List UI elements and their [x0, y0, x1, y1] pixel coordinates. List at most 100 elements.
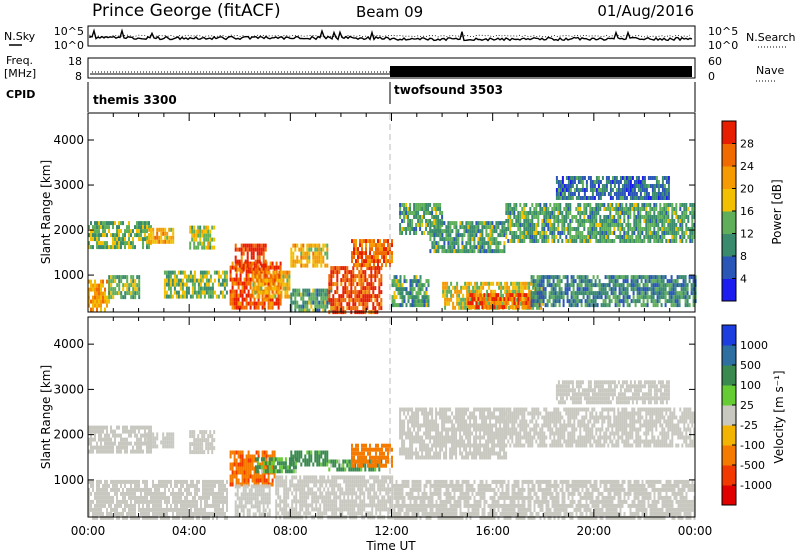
power-echo-cell: [480, 289, 483, 294]
power-echo-cell: [445, 233, 448, 238]
power-echo-cell: [567, 215, 570, 219]
power-echo-cell: [664, 287, 667, 292]
power-echo-cell: [689, 211, 692, 215]
power-echo-cell: [607, 235, 610, 239]
power-echo-cell: [352, 298, 355, 303]
power-echo-cell: [684, 291, 687, 296]
velocity-echo-cell: [247, 454, 250, 459]
power-echo-cell: [529, 297, 532, 302]
power-echo-cell: [653, 219, 656, 223]
power-echo-cell: [229, 273, 232, 278]
velocity-echo-cell: [196, 483, 198, 488]
power-echo-cell: [142, 221, 144, 226]
power-echo-cell: [156, 239, 159, 244]
power-echo-cell: [419, 299, 422, 304]
power-echo-cell: [316, 296, 319, 301]
power-echo-cell: [497, 301, 500, 306]
power-echo-cell: [185, 286, 188, 291]
power-echo-cell: [302, 300, 305, 305]
power-echo-cell: [138, 279, 141, 284]
velocity-echo-cell: [189, 446, 192, 451]
velocity-echo-cell: [210, 491, 212, 496]
power-echo-cell: [165, 278, 168, 283]
power-echo-cell: [278, 294, 281, 299]
power-echo-cell: [545, 203, 548, 207]
power-echo-cell: [534, 287, 537, 292]
power-echo-cell: [622, 275, 625, 280]
power-echo-cell: [310, 296, 313, 301]
power-echo-cell: [650, 275, 653, 280]
power-echo-cell: [530, 299, 533, 304]
power-echo-cell: [479, 297, 482, 302]
power-echo-cell: [181, 290, 184, 295]
power-echo-cell: [362, 294, 365, 299]
power-echo-cell: [540, 285, 543, 290]
y-tick-label: 2000: [53, 223, 84, 237]
power-echo-cell: [485, 241, 488, 246]
power-echo-cell: [567, 231, 570, 235]
power-echo-cell: [213, 237, 216, 242]
power-echo-cell: [626, 287, 629, 292]
power-echo-cell: [694, 287, 697, 292]
power-echo-cell: [328, 294, 331, 299]
power-echo-cell: [419, 215, 422, 219]
power-echo-cell: [358, 282, 361, 287]
velocity-echo-cell: [204, 491, 206, 496]
power-echo-cell: [545, 231, 548, 235]
velocity-echo-cell: [208, 495, 210, 500]
power-echo-cell: [456, 285, 459, 290]
power-echo-cell: [485, 225, 488, 230]
power-echo-cell: [462, 285, 465, 290]
power-echo-cell: [653, 231, 656, 235]
velocity-echo-cell: [148, 487, 150, 492]
power-echo-cell: [267, 281, 270, 286]
power-echo-cell: [530, 295, 533, 300]
power-echo-cell: [381, 251, 383, 256]
power-echo-cell: [619, 239, 622, 243]
power-echo-cell: [243, 277, 246, 282]
power-echo-cell: [625, 188, 628, 192]
power-echo-cell: [245, 301, 248, 306]
power-echo-cell: [471, 221, 474, 226]
power-echo-cell: [100, 221, 102, 226]
power-echo-cell: [483, 305, 486, 310]
power-echo-cell: [591, 219, 594, 223]
power-echo-cell: [342, 286, 345, 291]
velocity-echo-cell: [96, 507, 98, 512]
velocity-echo-cell: [88, 479, 90, 484]
power-echo-cell: [413, 203, 416, 207]
power-echo-cell: [566, 287, 569, 292]
power-echo-cell: [413, 211, 416, 215]
power-echo-cell: [686, 291, 689, 296]
velocity-echo-cell: [212, 487, 214, 492]
velocity-echo-cell: [241, 470, 244, 475]
velocity-echo-cell: [192, 479, 194, 484]
power-echo-cell: [362, 298, 365, 303]
power-echo-cell: [519, 239, 522, 243]
power-echo-cell: [575, 207, 578, 211]
power-echo-cell: [659, 219, 662, 223]
power-echo-cell: [599, 180, 602, 184]
velocity-echo-cell: [160, 503, 162, 508]
power-echo-cell: [682, 295, 685, 300]
power-echo-cell: [246, 247, 249, 252]
power-echo-cell: [471, 297, 474, 302]
power-echo-cell: [483, 221, 486, 226]
power-echo-cell: [134, 233, 136, 238]
power-echo-cell: [258, 255, 261, 260]
power-echo-cell: [316, 304, 319, 309]
power-echo-cell: [694, 279, 697, 284]
power-echo-cell: [564, 287, 567, 292]
power-echo-cell: [465, 249, 468, 254]
power-echo-cell: [118, 245, 120, 250]
power-echo-cell: [375, 255, 377, 260]
power-echo-cell: [203, 274, 206, 279]
power-echo-cell: [376, 298, 379, 303]
power-echo-cell: [481, 305, 484, 310]
power-echo-cell: [489, 221, 492, 226]
power-echo-cell: [304, 304, 307, 309]
power-echo-cell: [114, 241, 116, 246]
power-echo-cell: [653, 211, 656, 215]
power-echo-cell: [500, 285, 503, 290]
power-echo-cell: [279, 285, 282, 290]
